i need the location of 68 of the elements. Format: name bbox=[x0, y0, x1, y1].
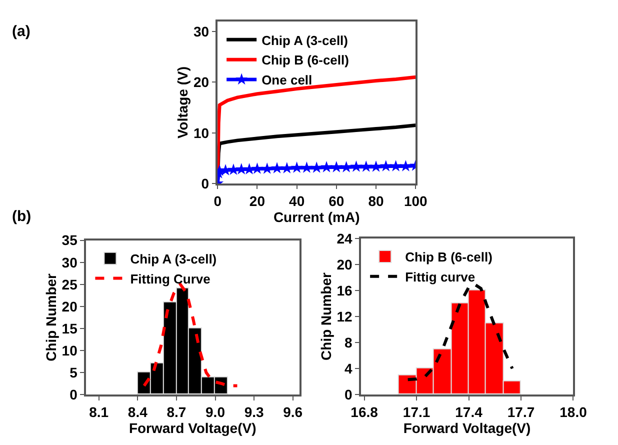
y-tick-label: 20 bbox=[336, 256, 352, 272]
legend-label: Fitting Curve bbox=[130, 271, 210, 286]
y-tick-label: 20 bbox=[62, 298, 78, 314]
y-tick-label: 25 bbox=[62, 276, 78, 292]
text: (a) bbox=[12, 23, 30, 40]
point bbox=[330, 160, 342, 172]
y-tick-label: 24 bbox=[336, 230, 352, 246]
y-axis-title: Voltage (V) bbox=[174, 66, 191, 139]
y-axis-title: Chip Number bbox=[42, 272, 59, 362]
x-tick-label: 16.8 bbox=[350, 404, 378, 420]
legend-label: Chip A (3-cell) bbox=[130, 251, 217, 266]
y-tick-label: 30 bbox=[62, 254, 78, 270]
y-tick-label: 30 bbox=[193, 24, 210, 40]
legend-label: Fittig curve bbox=[405, 269, 476, 284]
point bbox=[340, 160, 352, 172]
point bbox=[320, 160, 332, 172]
y-tick-label: 15 bbox=[62, 320, 78, 336]
x-tick-label: 17.7 bbox=[507, 404, 535, 420]
y-tick-label: 5 bbox=[70, 364, 78, 380]
y-tick-label: 4 bbox=[344, 360, 352, 376]
legend-label: One cell bbox=[262, 72, 312, 88]
x-tick-label: 17.4 bbox=[455, 404, 483, 420]
x-tick-label: 0 bbox=[214, 193, 222, 210]
x-axis-title: Current (mA) bbox=[273, 209, 360, 226]
x-tick-label: 40 bbox=[289, 193, 305, 210]
x-axis-title: Forward Voltage(V) bbox=[403, 420, 531, 436]
text: (b) bbox=[12, 208, 32, 225]
x-tick-label: 9.0 bbox=[206, 404, 226, 420]
legend-label: Chip B (6-cell) bbox=[262, 52, 349, 68]
y-tick-label: 10 bbox=[193, 124, 210, 141]
x-tick-label: 8.4 bbox=[128, 404, 148, 420]
point bbox=[261, 162, 274, 174]
point bbox=[390, 160, 402, 172]
x-tick-label: 80 bbox=[368, 193, 384, 210]
point bbox=[235, 162, 248, 174]
point bbox=[280, 162, 293, 174]
point bbox=[380, 160, 392, 172]
y-tick-label: 35 bbox=[62, 232, 78, 248]
y-tick-label: 0 bbox=[344, 386, 352, 402]
y-tick-label: 0 bbox=[201, 175, 210, 192]
x-tick-label: 60 bbox=[328, 193, 344, 210]
y-tick-label: 0 bbox=[70, 386, 78, 402]
y-tick-label: 16 bbox=[336, 282, 352, 298]
point bbox=[290, 161, 303, 173]
x-tick-label: 9.6 bbox=[283, 404, 303, 420]
point bbox=[271, 162, 283, 174]
point bbox=[251, 162, 264, 174]
point bbox=[360, 160, 372, 172]
x-tick-label: 100 bbox=[404, 193, 428, 210]
x-tick-label: 9.3 bbox=[244, 404, 264, 420]
legend-label: Chip A (3-cell) bbox=[262, 32, 348, 48]
point bbox=[350, 160, 362, 172]
y-tick-label: 12 bbox=[336, 308, 352, 324]
x-tick-label: 8.7 bbox=[166, 404, 186, 420]
y-axis-title: Chip Number bbox=[318, 272, 334, 360]
x-axis-title: Forward Voltage(V) bbox=[128, 420, 256, 436]
y-tick-label: 10 bbox=[62, 342, 78, 358]
point bbox=[300, 161, 313, 173]
point bbox=[370, 160, 382, 172]
y-tick-label: 20 bbox=[193, 74, 210, 90]
point bbox=[400, 160, 412, 172]
x-tick-label: 17.1 bbox=[402, 404, 430, 420]
x-tick-label: 8.1 bbox=[89, 404, 109, 420]
point bbox=[310, 161, 323, 173]
x-tick-label: 20 bbox=[249, 193, 266, 210]
y-tick-label: 8 bbox=[344, 334, 352, 350]
legend-label: Chip B (6-cell) bbox=[405, 250, 492, 265]
x-tick-label: 18.0 bbox=[560, 404, 588, 420]
